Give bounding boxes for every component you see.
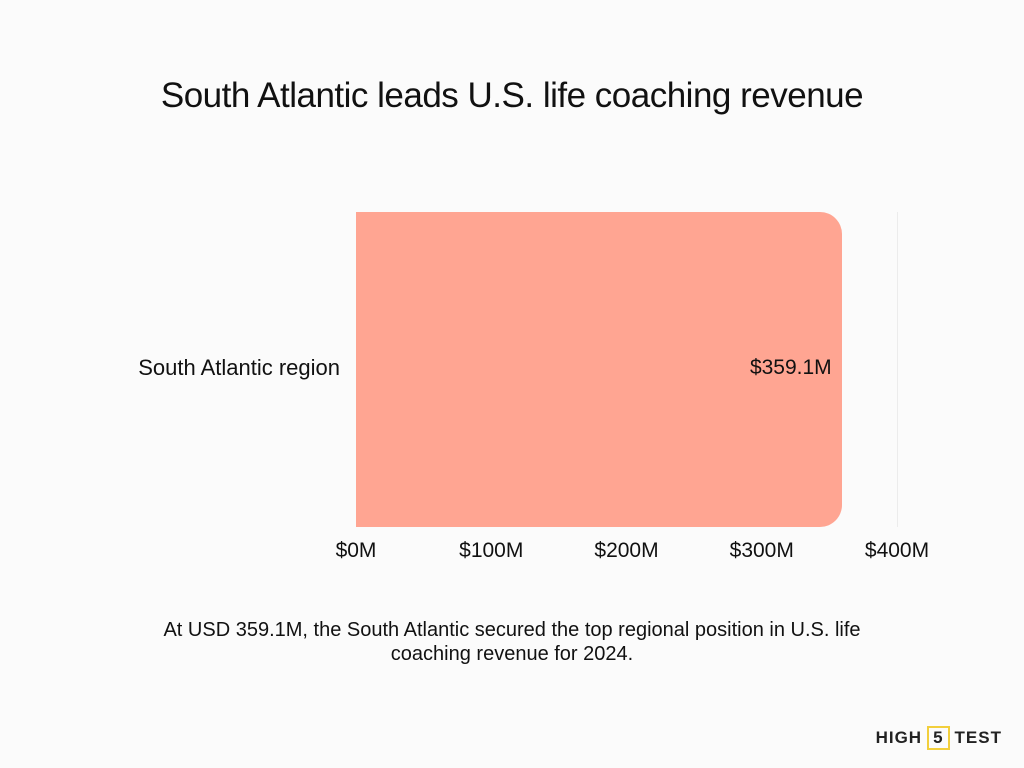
x-tick-label: $100M [459,539,524,562]
chart-caption: At USD 359.1M, the South Atlantic secure… [0,618,1024,666]
bar-value-label: $359.1M [749,356,832,379]
x-tick-label: $0M [335,539,377,562]
x-tick-label: $300M [729,539,794,562]
x-tick-label: $200M [594,539,659,562]
logo-text-test: TEST [954,728,1002,747]
logo-five-box: 5 [927,726,950,750]
brand-logo: HIGH 5 TEST [876,726,1002,750]
bar-south-atlantic-region [356,212,842,527]
category-label: South Atlantic region [138,355,340,380]
gridline [897,212,898,527]
caption-line-2: coaching revenue for 2024. [390,643,634,665]
logo-text-high: HIGH [875,728,923,747]
x-tick-label: $400M [864,539,930,562]
caption-line-1: At USD 359.1M, the South Atlantic secure… [163,619,861,641]
chart-title: South Atlantic leads U.S. life coaching … [160,76,864,115]
